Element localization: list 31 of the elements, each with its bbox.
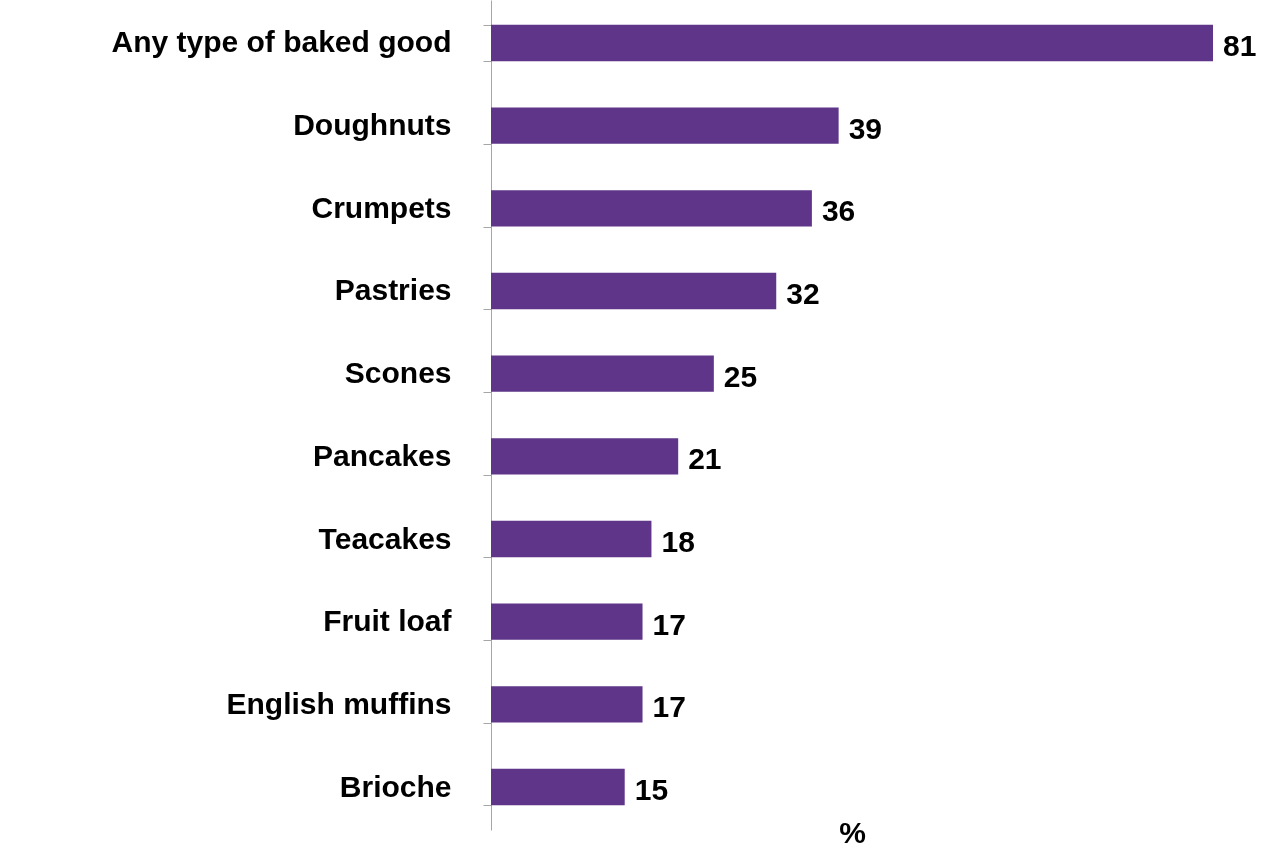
bar xyxy=(491,355,714,392)
bar xyxy=(491,520,652,558)
y-tick-label: Crumpets xyxy=(311,190,452,224)
bar xyxy=(491,107,839,144)
data-label: 21 xyxy=(688,442,722,476)
y-tick-label: Doughnuts xyxy=(293,108,452,142)
data-label: 39 xyxy=(848,111,882,145)
y-tick-label: Pancakes xyxy=(313,438,452,472)
data-label: 18 xyxy=(661,525,695,558)
bar xyxy=(491,603,643,640)
y-tick-label: Pastries xyxy=(334,273,452,307)
y-tick-label: Scones xyxy=(344,356,452,390)
bar xyxy=(491,190,812,227)
bar xyxy=(491,272,777,310)
x-axis-title: % xyxy=(839,815,866,847)
y-tick-label: Fruit loaf xyxy=(323,604,453,638)
bar xyxy=(491,768,625,806)
bar xyxy=(491,686,643,723)
y-tick-label: Teacakes xyxy=(318,521,452,555)
data-label: 15 xyxy=(634,773,669,807)
bar xyxy=(491,438,679,475)
y-tick-label: Brioche xyxy=(339,769,452,803)
y-tick-label: English muffins xyxy=(226,686,452,720)
y-tick-label: Any type of baked good xyxy=(111,25,452,59)
data-label: 17 xyxy=(652,690,686,724)
bar xyxy=(491,24,1213,62)
data-label: 17 xyxy=(652,607,686,641)
data-label: 25 xyxy=(723,359,758,393)
data-label: 81 xyxy=(1223,28,1257,62)
data-label: 36 xyxy=(821,194,856,228)
data-label: 32 xyxy=(786,277,820,310)
